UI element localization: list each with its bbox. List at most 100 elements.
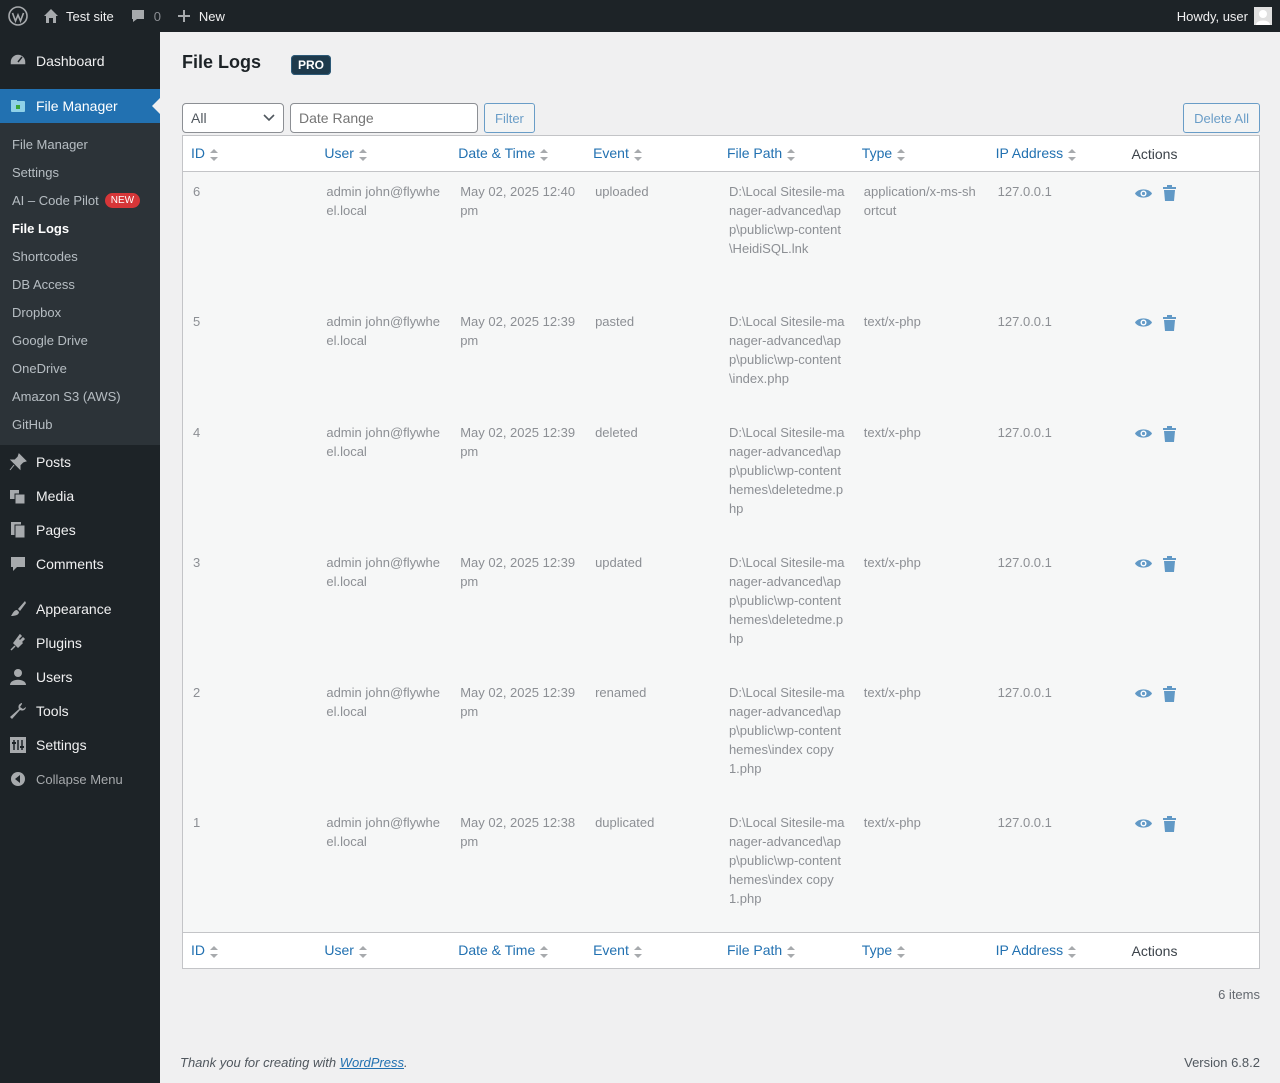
view-eye-icon[interactable] <box>1134 817 1153 830</box>
column-footer-type[interactable]: Type <box>854 933 988 969</box>
menu-label: Dashboard <box>36 53 105 69</box>
submenu-file-logs[interactable]: File Logs <box>0 214 160 242</box>
submenu-dropbox[interactable]: Dropbox <box>0 298 160 326</box>
delete-all-button[interactable]: Delete All <box>1183 103 1260 133</box>
menu-dashboard[interactable]: Dashboard <box>0 44 160 78</box>
comments-link[interactable]: 0 <box>122 0 169 32</box>
trash-icon[interactable] <box>1163 185 1176 201</box>
column-footer-user[interactable]: User <box>316 933 450 969</box>
column-header-ip[interactable]: IP Address <box>988 136 1124 172</box>
cell-user: admin john@flywheel.local <box>316 302 450 413</box>
cell-id: 4 <box>183 413 317 543</box>
avatar <box>1254 7 1272 25</box>
cell-ip: 127.0.0.1 <box>988 172 1124 302</box>
column-header-id[interactable]: ID <box>183 136 317 172</box>
trash-icon[interactable] <box>1163 556 1176 572</box>
sort-icon <box>897 148 905 162</box>
row-actions <box>1134 423 1251 442</box>
submenu-amazon-s3[interactable]: Amazon S3 (AWS) <box>0 382 160 410</box>
submenu-github[interactable]: GitHub <box>0 410 160 438</box>
wrench-icon <box>0 702 36 720</box>
column-label: Type <box>862 145 892 161</box>
cell-event: renamed <box>585 673 719 803</box>
cell-date: May 02, 2025 12:39 pm <box>450 673 585 803</box>
menu-appearance[interactable]: Appearance <box>0 592 160 626</box>
new-content-link[interactable]: New <box>169 0 233 32</box>
table-row: 4 admin john@flywheel.local May 02, 2025 1… <box>183 413 1260 543</box>
menu-file-manager[interactable]: File Manager <box>0 89 160 123</box>
site-name-link[interactable]: Test site <box>36 0 122 32</box>
column-header-date[interactable]: Date & Time <box>450 136 585 172</box>
view-eye-icon[interactable] <box>1134 557 1153 570</box>
cell-path: D:\Local Sitesile-manager-advanced\app\… <box>719 302 854 413</box>
menu-posts[interactable]: Posts <box>0 445 160 479</box>
wordpress-logo-icon[interactable] <box>0 0 36 32</box>
cell-event: duplicated <box>585 803 719 933</box>
column-label: ID <box>191 145 205 161</box>
main-content: File Logs PRO All Filter Delete All ID U… <box>160 32 1280 1083</box>
cell-event: updated <box>585 543 719 673</box>
dashboard-icon <box>0 51 36 71</box>
menu-media[interactable]: Media <box>0 479 160 513</box>
column-footer-date[interactable]: Date & Time <box>450 933 585 969</box>
menu-settings[interactable]: Settings <box>0 728 160 762</box>
footer-thanks: Thank you for creating with WordPress. <box>180 1055 408 1070</box>
sort-icon <box>787 945 795 959</box>
trash-icon[interactable] <box>1163 315 1176 331</box>
submenu-db-access[interactable]: DB Access <box>0 270 160 298</box>
sort-icon <box>787 148 795 162</box>
submenu-file-manager[interactable]: File Manager <box>0 130 160 158</box>
howdy-text: Howdy, user <box>1177 9 1248 24</box>
trash-icon[interactable] <box>1163 426 1176 442</box>
trash-icon[interactable] <box>1163 686 1176 702</box>
submenu-onedrive[interactable]: OneDrive <box>0 354 160 382</box>
column-footer-path[interactable]: File Path <box>719 933 854 969</box>
submenu-google-drive[interactable]: Google Drive <box>0 326 160 354</box>
submenu-shortcodes[interactable]: Shortcodes <box>0 242 160 270</box>
view-eye-icon[interactable] <box>1134 187 1153 200</box>
cell-user: admin john@flywheel.local <box>316 413 450 543</box>
admin-bar: Test site 0 New Howdy, user <box>0 0 1280 32</box>
column-header-type[interactable]: Type <box>854 136 988 172</box>
view-eye-icon[interactable] <box>1134 427 1153 440</box>
pin-icon <box>0 453 36 471</box>
pro-badge: PRO <box>291 55 331 75</box>
column-footer-event[interactable]: Event <box>585 933 719 969</box>
cell-actions <box>1124 172 1260 302</box>
column-label: File Path <box>727 145 782 161</box>
menu-label: Settings <box>36 737 87 753</box>
menu-plugins[interactable]: Plugins <box>0 626 160 660</box>
filter-button[interactable]: Filter <box>484 103 535 133</box>
column-label: ID <box>191 942 205 958</box>
footer-thanks-suffix: . <box>404 1055 408 1070</box>
menu-pages[interactable]: Pages <box>0 513 160 547</box>
cell-type: text/x-php <box>854 543 988 673</box>
view-eye-icon[interactable] <box>1134 316 1153 329</box>
menu-tools[interactable]: Tools <box>0 694 160 728</box>
submenu-settings[interactable]: Settings <box>0 158 160 186</box>
submenu-label: GitHub <box>12 417 52 432</box>
admin-sidebar: Dashboard File Manager File Manager Sett… <box>0 32 160 1083</box>
wordpress-link[interactable]: WordPress <box>340 1055 404 1070</box>
view-eye-icon[interactable] <box>1134 687 1153 700</box>
cell-event: pasted <box>585 302 719 413</box>
my-account-link[interactable]: Howdy, user <box>1169 0 1280 32</box>
column-footer-id[interactable]: ID <box>183 933 317 969</box>
collapse-menu-button[interactable]: Collapse Menu <box>0 762 160 796</box>
cell-id: 1 <box>183 803 317 933</box>
cell-type: text/x-php <box>854 803 988 933</box>
column-label: User <box>324 145 354 161</box>
menu-users[interactable]: Users <box>0 660 160 694</box>
column-footer-ip[interactable]: IP Address <box>988 933 1124 969</box>
trash-icon[interactable] <box>1163 816 1176 832</box>
submenu-ai-code-pilot[interactable]: AI – Code Pilot NEW <box>0 186 160 214</box>
column-header-event[interactable]: Event <box>585 136 719 172</box>
event-filter-select[interactable]: All <box>182 103 284 133</box>
cell-actions <box>1124 543 1260 673</box>
user-icon <box>0 668 36 686</box>
table-row: 6 admin john@flywheel.local May 02, 2025 1… <box>183 172 1260 302</box>
menu-comments[interactable]: Comments <box>0 547 160 581</box>
date-range-input[interactable] <box>290 103 478 133</box>
column-header-path[interactable]: File Path <box>719 136 854 172</box>
column-header-user[interactable]: User <box>316 136 450 172</box>
